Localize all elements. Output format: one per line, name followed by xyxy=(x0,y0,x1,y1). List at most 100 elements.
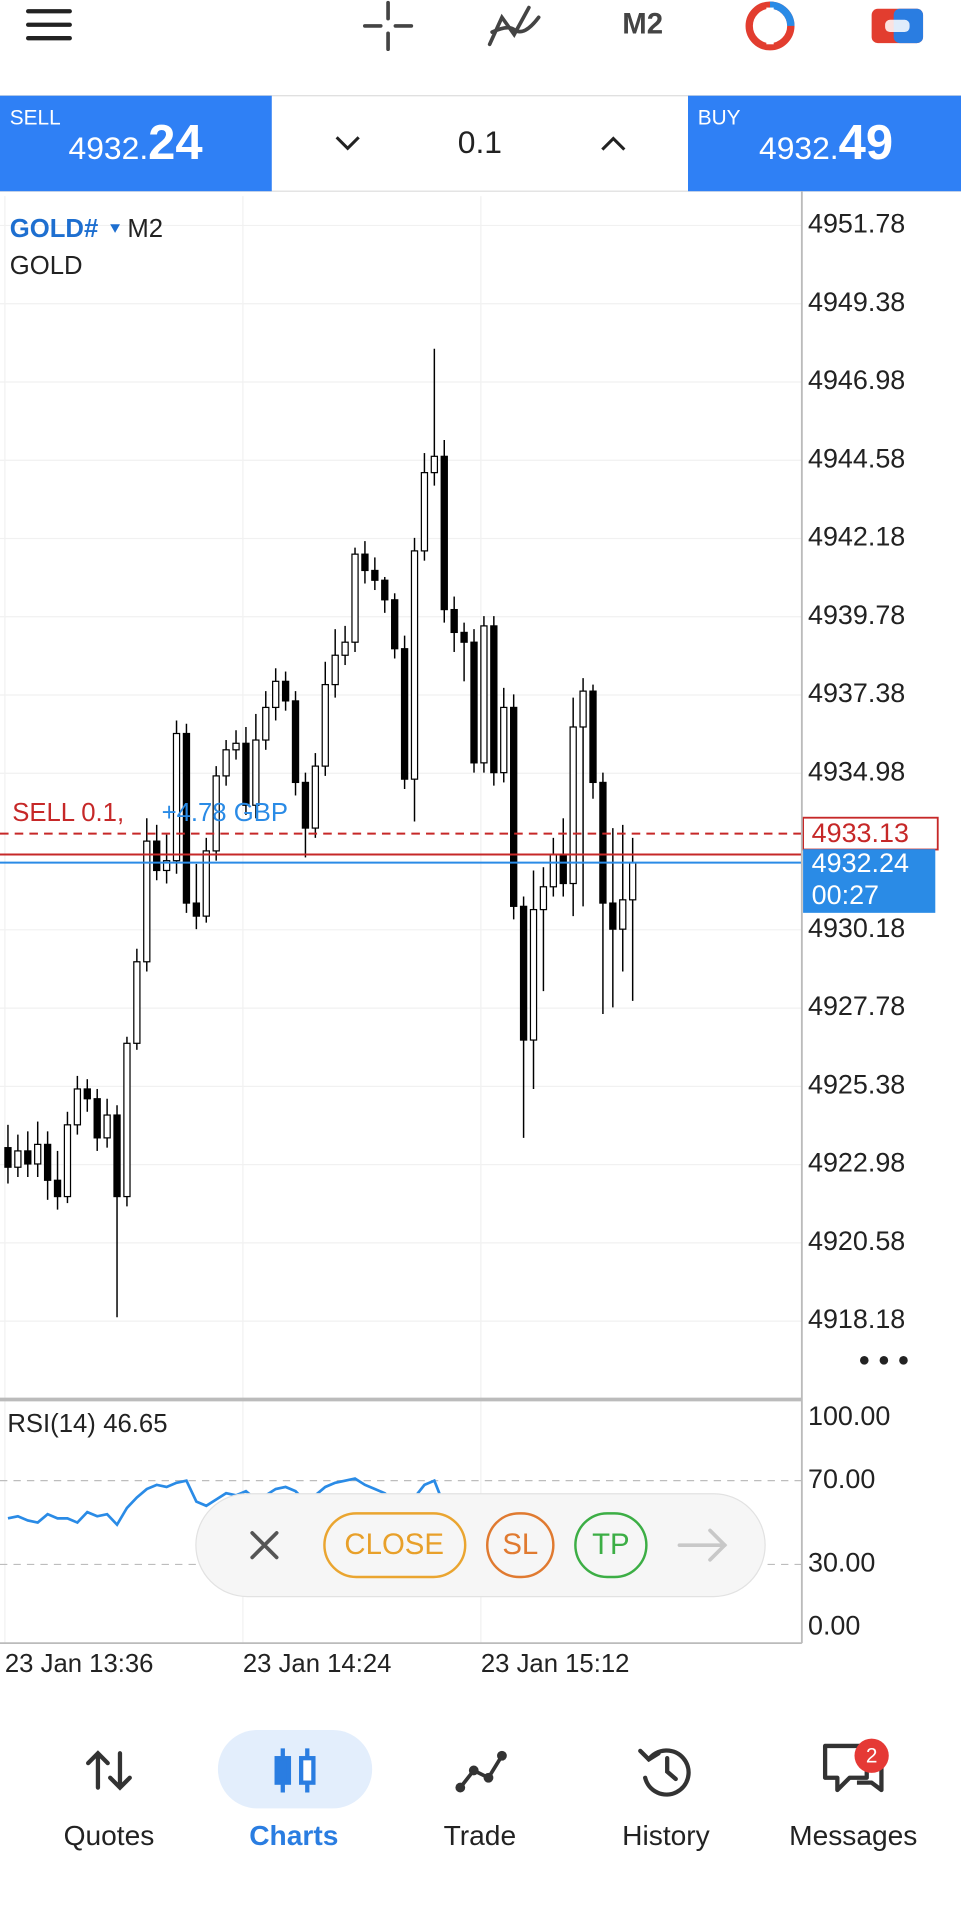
rsi-tick-label: 30.00 xyxy=(808,1548,875,1578)
tp-label[interactable]: TP xyxy=(592,1528,630,1561)
next-button[interactable] xyxy=(677,1528,728,1562)
volume-up[interactable] xyxy=(601,136,626,151)
close-button[interactable] xyxy=(323,1512,467,1579)
candle-body xyxy=(133,961,141,1044)
nav-item[interactable]: Charts xyxy=(249,1820,338,1851)
order-label: SELL 0.1, xyxy=(12,799,124,827)
candle-body xyxy=(609,902,617,930)
symbol-dropdown[interactable] xyxy=(110,224,120,233)
nav-item[interactable]: History xyxy=(622,1820,710,1851)
y-tick-label: 4946.98 xyxy=(808,365,905,395)
candle-body xyxy=(73,1088,82,1126)
indicators-button[interactable] xyxy=(487,5,541,47)
candle-body xyxy=(153,840,161,872)
close-label[interactable]: CLOSE xyxy=(344,1528,444,1561)
candle-body xyxy=(569,726,577,885)
candle-body xyxy=(202,850,210,917)
y-tick-label: 4927.78 xyxy=(808,991,905,1021)
candle-body xyxy=(341,641,349,656)
candle-body xyxy=(63,1124,72,1198)
candle-body xyxy=(549,853,558,888)
buy-price-big: 49 xyxy=(839,116,893,170)
candle-body xyxy=(301,781,310,829)
candle-body xyxy=(361,553,369,572)
rsi-label: RSI(14) 46.65 xyxy=(7,1410,167,1438)
sl-label[interactable]: SL xyxy=(502,1528,538,1561)
candle-body xyxy=(232,742,240,751)
y-tick-label: 4944.58 xyxy=(808,443,905,473)
chart-timeframe: M2 xyxy=(127,215,163,243)
candle-body xyxy=(440,455,448,611)
candle-body xyxy=(14,1150,22,1168)
candle-body xyxy=(539,886,548,911)
candle-body xyxy=(262,706,270,741)
nav-item[interactable]: Messages xyxy=(789,1820,917,1851)
candle-body xyxy=(212,775,220,852)
y-tick-label: 4949.38 xyxy=(808,287,905,317)
candle-body xyxy=(172,732,181,862)
buy-price: 4932.49 xyxy=(759,116,893,170)
y-tick-label: 4934.98 xyxy=(808,756,905,786)
badge xyxy=(854,1738,889,1773)
rsi-tick-label: 0.00 xyxy=(808,1610,860,1640)
nav-item[interactable]: Trade xyxy=(444,1820,516,1851)
quotes-icon xyxy=(86,1750,132,1791)
y-tick-label: 4939.78 xyxy=(808,600,905,630)
dismiss-button[interactable] xyxy=(250,1531,279,1560)
volume[interactable]: 0.1 xyxy=(458,124,502,160)
buy-button[interactable]: BUY 4932.49 xyxy=(688,95,961,192)
symbol-description: GOLD xyxy=(10,252,83,280)
order-profit: +4.78 GBP xyxy=(162,799,288,827)
rsi-value: 46.65 xyxy=(103,1410,167,1438)
rsi-tick-label: 100.00 xyxy=(808,1401,890,1431)
symbol[interactable]: GOLD# xyxy=(10,215,99,243)
tp-button[interactable] xyxy=(574,1512,648,1579)
candle-body xyxy=(579,690,587,728)
buy-label: BUY xyxy=(698,106,741,129)
nav-item[interactable]: Quotes xyxy=(64,1820,155,1851)
account-button[interactable] xyxy=(871,8,924,44)
candle-body xyxy=(311,765,320,829)
candle-body xyxy=(628,862,637,901)
x-tick-label: 23 Jan 14:24 xyxy=(243,1650,392,1678)
candle-body xyxy=(34,1143,42,1165)
y-tick-label: 4930.18 xyxy=(808,913,905,943)
candle-body xyxy=(529,908,538,1041)
sell-price-main: 4932. xyxy=(69,130,149,166)
sell-label: SELL xyxy=(10,106,61,129)
trading-button[interactable] xyxy=(745,1,795,51)
candle-body xyxy=(321,683,329,767)
candle-body xyxy=(371,569,379,581)
candle-body xyxy=(162,860,171,872)
y-tick-label: 4918.18 xyxy=(808,1304,905,1334)
x-tick-label: 23 Jan 15:12 xyxy=(481,1650,630,1678)
y-tick-label: 4937.38 xyxy=(808,678,905,708)
sell-button[interactable]: SELL 4932.24 xyxy=(0,95,272,192)
volume-down[interactable] xyxy=(335,136,360,151)
candle-body xyxy=(470,641,478,764)
bid-price-label: 4932.24 xyxy=(812,848,909,878)
menu-button[interactable] xyxy=(26,9,72,41)
crosshair-button[interactable] xyxy=(362,0,414,52)
candle-body xyxy=(182,732,191,904)
candle-body xyxy=(480,625,488,764)
candle-body xyxy=(460,631,468,643)
rsi-tick-label: 70.00 xyxy=(808,1464,875,1494)
candle-body xyxy=(500,706,508,774)
candle-body xyxy=(391,599,399,650)
charts-icon xyxy=(274,1748,316,1793)
x-tick-label: 23 Jan 13:36 xyxy=(5,1650,154,1678)
more-button[interactable] xyxy=(860,1356,908,1365)
sl-button[interactable] xyxy=(486,1512,555,1579)
candle-body xyxy=(450,608,458,634)
position-bar: CLOSE SL TP xyxy=(195,1493,766,1598)
candle-body xyxy=(113,1114,121,1198)
candle-body xyxy=(143,840,151,963)
candle-body xyxy=(123,1042,131,1198)
toolbar: M2 xyxy=(26,0,924,52)
y-tick-label: 4922.98 xyxy=(808,1148,905,1178)
timeframe-button[interactable]: M2 xyxy=(622,8,663,41)
trade-icon xyxy=(455,1750,507,1793)
